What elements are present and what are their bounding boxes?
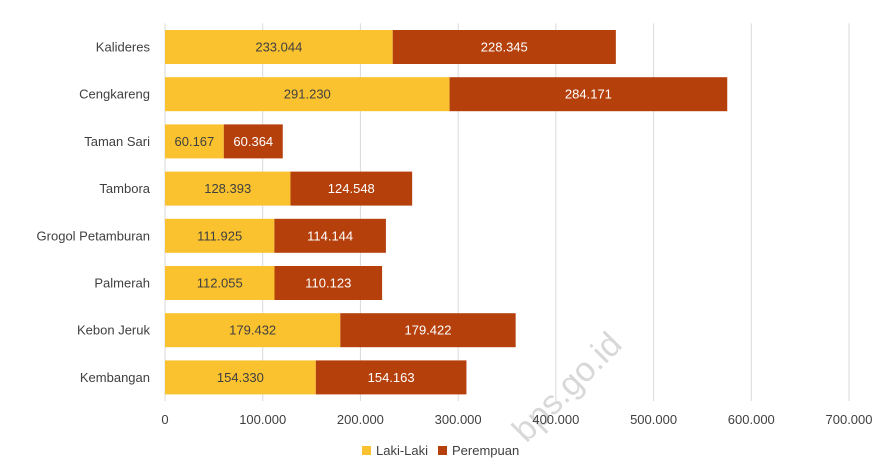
legend-swatch-perempuan — [438, 446, 447, 455]
bar-laki-laki-kebon-jeruk — [165, 313, 341, 348]
category-label-tambora: Tambora — [99, 181, 150, 196]
data-label-perempuan-kembangan: 154.163 — [368, 370, 415, 385]
watermark-text: bps.go.id — [505, 325, 629, 449]
data-label-perempuan-kalideres: 228.345 — [481, 40, 528, 55]
bar-laki-laki-cengkareng — [165, 77, 450, 112]
x-tick-label-200000: 200.000 — [337, 412, 384, 427]
data-label-laki-laki-grogol-petamburan: 111.925 — [197, 228, 242, 243]
bar-perempuan-kalideres — [392, 30, 616, 64]
category-label-palmerah: Palmerah — [94, 276, 150, 291]
data-label-perempuan-tambora: 124.548 — [328, 181, 375, 196]
data-label-perempuan-palmerah: 110.123 — [305, 276, 351, 291]
data-label-laki-laki-cengkareng: 291.230 — [284, 87, 331, 102]
x-tick-label-100000: 100.000 — [239, 412, 286, 427]
bar-laki-laki-tambora — [165, 171, 291, 206]
bar-laki-laki-grogol-petamburan — [165, 218, 275, 253]
data-label-laki-laki-tambora: 128.393 — [204, 181, 251, 196]
data-label-laki-laki-kembangan: 154.330 — [217, 370, 264, 385]
x-tick-label-0: 0 — [161, 412, 168, 427]
data-label-perempuan-grogol-petamburan: 114.144 — [307, 228, 353, 243]
bar-perempuan-taman-sari — [223, 124, 283, 159]
category-label-kalideres: Kalideres — [96, 40, 151, 55]
data-label-laki-laki-palmerah: 112.055 — [197, 276, 243, 291]
bar-perempuan-grogol-petamburan — [274, 218, 386, 253]
watermark: bps.go.id — [505, 325, 629, 449]
bar-perempuan-kembangan — [315, 360, 467, 395]
category-label-kembangan: Kembangan — [80, 370, 150, 385]
x-tick-label-600000: 600.000 — [728, 412, 775, 427]
data-label-laki-laki-kalideres: 233.044 — [255, 40, 302, 55]
legend-label-laki-laki: Laki-Laki — [376, 443, 428, 458]
x-axis-ticks: 0 100.000 200.000 300.000 400.000 500.000 600.… — [161, 412, 872, 427]
data-label-perempuan-taman-sari: 60.364 — [233, 134, 273, 149]
legend-label-perempuan: Perempuan — [452, 443, 519, 458]
bars: 233.044 228.345 291.230 284.171 60.167 60.364… — [165, 30, 728, 395]
category-label-grogol-petamburan: Grogol Petamburan — [37, 228, 150, 243]
data-label-laki-laki-kebon-jeruk: 179.432 — [229, 323, 276, 338]
x-tick-label-400000: 400.000 — [532, 412, 579, 427]
bar-laki-laki-taman-sari — [165, 124, 224, 159]
data-label-perempuan-cengkareng: 284.171 — [565, 87, 612, 102]
bar-perempuan-cengkareng — [449, 77, 728, 112]
x-tick-label-700000: 700.000 — [826, 412, 873, 427]
category-labels: Kalideres Cengkareng Taman Sari Tambora Grog… — [37, 40, 151, 385]
bar-laki-laki-kalideres — [165, 30, 393, 64]
data-label-perempuan-kebon-jeruk: 179.422 — [404, 323, 451, 338]
data-label-laki-laki-taman-sari: 60.167 — [175, 134, 215, 149]
bar-laki-laki-kembangan — [165, 360, 316, 395]
legend-swatch-laki-laki — [362, 446, 371, 455]
category-label-kebon-jeruk: Kebon Jeruk — [77, 323, 150, 338]
category-label-taman-sari: Taman Sari — [84, 134, 150, 149]
x-tick-label-500000: 500.000 — [630, 412, 677, 427]
bar-laki-laki-palmerah — [165, 266, 275, 300]
bar-perempuan-kebon-jeruk — [340, 313, 516, 348]
bar-perempuan-tambora — [290, 171, 413, 206]
category-label-cengkareng: Cengkareng — [79, 87, 150, 102]
x-tick-label-300000: 300.000 — [435, 412, 482, 427]
legend: Laki-Laki Perempuan — [362, 443, 519, 458]
bar-perempuan-palmerah — [274, 266, 383, 300]
